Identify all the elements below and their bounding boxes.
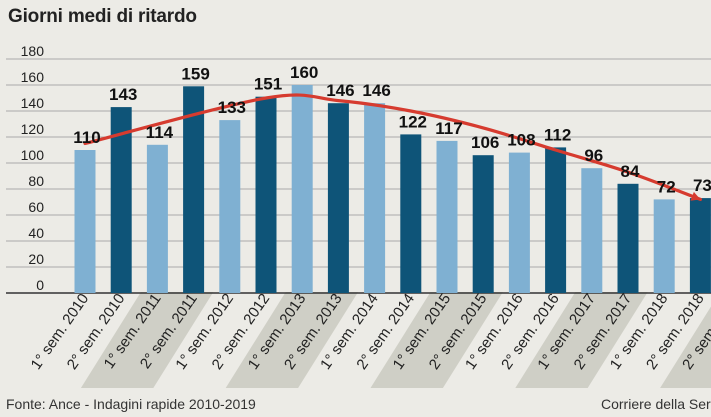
- data-label: 110: [73, 128, 100, 147]
- label-band: [80, 292, 214, 388]
- data-label: 117: [435, 119, 462, 138]
- data-label: 112: [544, 125, 571, 144]
- y-tick-label: 40: [28, 225, 44, 241]
- y-tick-label: 20: [28, 251, 44, 267]
- y-tick-label: 120: [21, 121, 45, 137]
- y-tick-label: 180: [21, 43, 45, 59]
- bar: [400, 134, 422, 293]
- bars: [74, 85, 711, 293]
- bar: [219, 120, 241, 293]
- bar: [472, 155, 494, 293]
- data-label: 108: [507, 131, 535, 150]
- bar: [255, 96, 277, 293]
- bar: [291, 85, 313, 293]
- bar-chart: 0 20 40 60 80 100 120 140 160 180 110 143 114 159 133…: [6, 43, 711, 388]
- label-band: [660, 306, 711, 388]
- data-label: 106: [471, 133, 499, 152]
- label-band: [225, 292, 359, 388]
- data-label: 133: [218, 98, 246, 117]
- bar: [74, 150, 96, 293]
- data-label: 84: [621, 162, 640, 181]
- bar: [617, 183, 639, 293]
- bar: [327, 103, 349, 293]
- source-note: Fonte: Ance - Indagini rapide 2010-2019: [6, 396, 256, 412]
- data-label: 146: [326, 81, 354, 100]
- bar: [581, 168, 603, 293]
- y-tick-label: 140: [21, 95, 45, 111]
- label-band: [515, 292, 648, 388]
- bar: [110, 107, 132, 293]
- data-label: 160: [290, 63, 318, 82]
- bar: [364, 103, 386, 293]
- category-bands: [80, 292, 711, 388]
- y-tick-label: 160: [21, 69, 45, 85]
- data-label: 96: [584, 146, 603, 165]
- bar: [689, 198, 711, 293]
- value-labels: 110 143 114 159 133 151 160 146 146 122 117 106 108 1…: [73, 63, 711, 196]
- trend-arrowhead: [690, 191, 701, 201]
- bar: [436, 140, 458, 293]
- y-tick-label: 60: [28, 199, 44, 215]
- bar: [508, 152, 530, 293]
- bar: [653, 199, 675, 293]
- data-label: 122: [399, 112, 427, 131]
- trend-line: [83, 93, 702, 201]
- label-band: [370, 292, 503, 388]
- trend-curve: [83, 93, 702, 201]
- y-tick-label: 80: [28, 173, 44, 189]
- y-axis-ticks: 0 20 40 60 80 100 120 140 160 180: [21, 43, 45, 293]
- bar: [183, 86, 205, 293]
- data-label: 159: [181, 64, 209, 83]
- bar: [545, 147, 567, 293]
- bar: [146, 144, 168, 293]
- data-label: 114: [146, 123, 174, 142]
- data-label: 143: [109, 85, 137, 104]
- data-label: 72: [657, 177, 676, 196]
- publisher-credit: Corriere della Ser: [601, 396, 711, 412]
- data-label: 73: [693, 176, 711, 195]
- y-tick-label: 100: [21, 147, 45, 163]
- y-tick-label: 0: [36, 277, 44, 293]
- chart-title: Giorni medi di ritardo: [8, 6, 197, 27]
- data-label: 146: [362, 81, 390, 100]
- data-label: 151: [254, 75, 282, 94]
